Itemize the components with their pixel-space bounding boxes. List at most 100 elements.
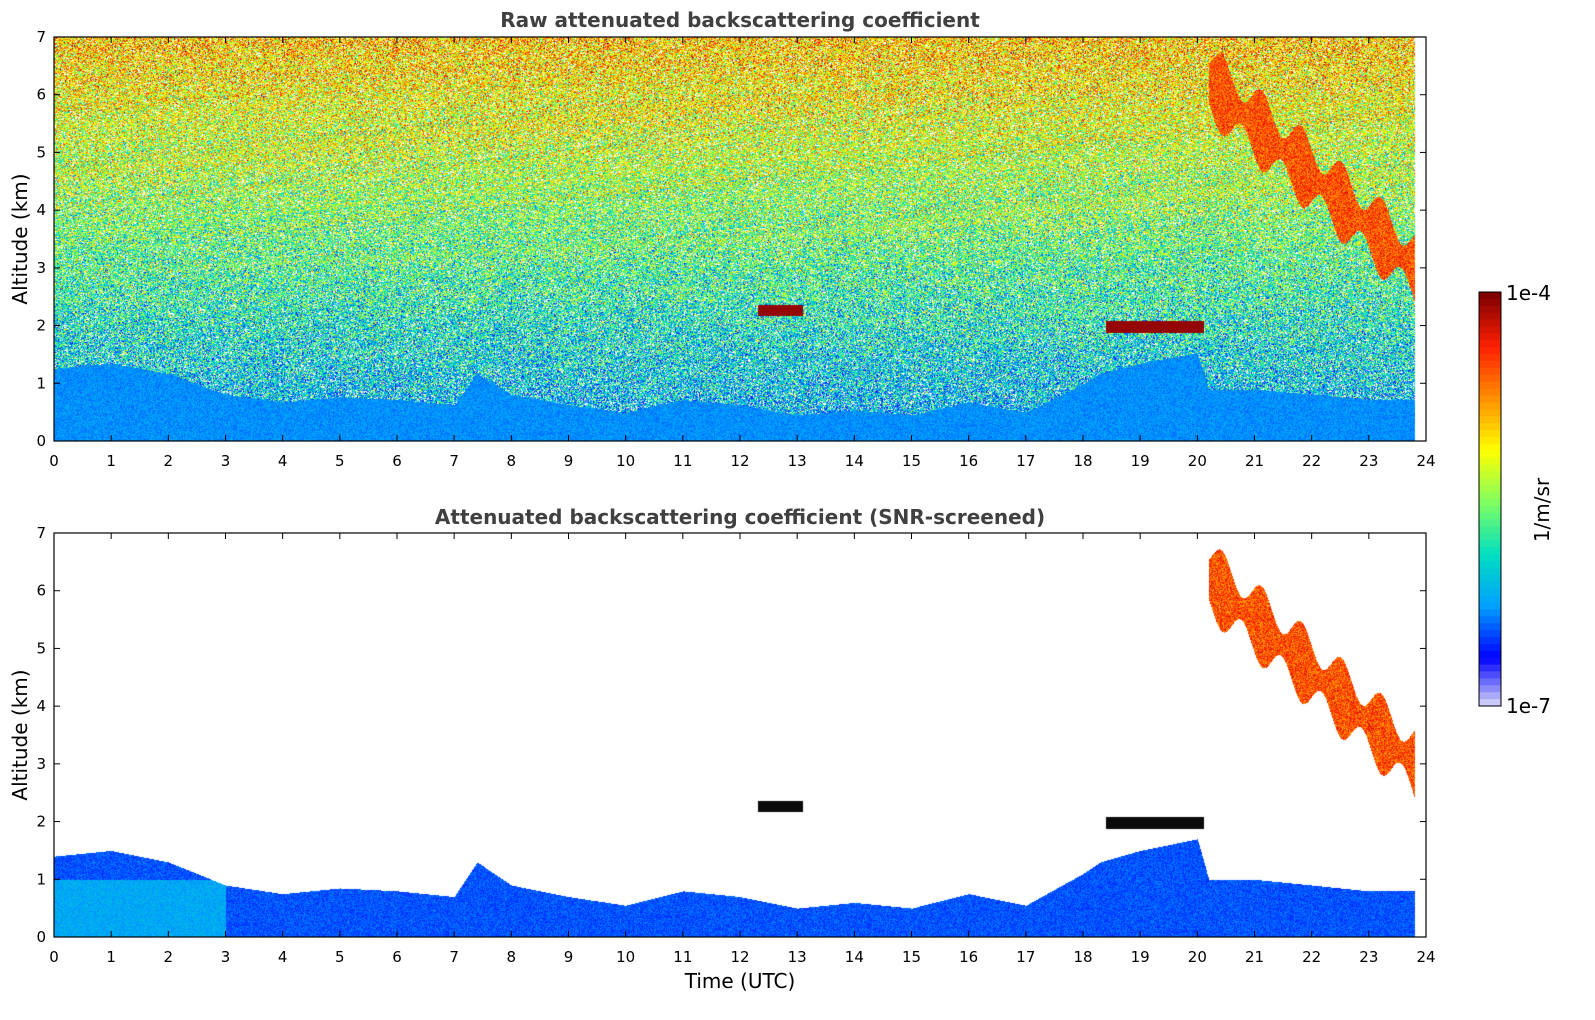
x-tick-label: 2 (164, 452, 174, 470)
colorbar-segment (1479, 395, 1501, 403)
colorbar-segment (1479, 526, 1501, 535)
x-tick-label: 4 (278, 948, 288, 966)
colorbar-segment (1479, 485, 1501, 493)
y-tick-label: 1 (36, 374, 46, 392)
colorbar-segment (1479, 616, 1501, 624)
x-tick-label: 10 (616, 948, 635, 966)
x-tick-label: 16 (959, 452, 978, 470)
y-tick-label: 0 (36, 432, 46, 450)
colorbar-segment (1479, 361, 1501, 369)
colorbar-segment (1479, 685, 1501, 693)
colorbar-segment (1479, 354, 1501, 362)
x-tick-label: 6 (392, 452, 402, 470)
colorbar-segment (1479, 319, 1501, 328)
y-tick-label: 5 (36, 639, 46, 657)
panel-2-title: Attenuated backscattering coefficient (S… (434, 505, 1046, 529)
x-tick-label: 20 (1188, 948, 1207, 966)
x-tick-label: 21 (1245, 452, 1264, 470)
colorbar-segment (1479, 450, 1501, 459)
x-tick-label: 15 (902, 948, 921, 966)
x-tick-label: 9 (564, 452, 574, 470)
x-tick-label: 4 (278, 452, 288, 470)
colorbar-segment (1479, 505, 1501, 514)
colorbar-segment (1479, 533, 1501, 541)
x-tick-label: 7 (449, 948, 459, 966)
colorbar-segment (1479, 347, 1501, 355)
colorbar-segment (1479, 312, 1501, 321)
colorbar-segment (1479, 305, 1501, 314)
colorbar-segment (1479, 588, 1501, 597)
y-tick-label: 2 (36, 813, 46, 831)
x-tick-label: 3 (221, 452, 231, 470)
colorbar-segment (1479, 430, 1501, 438)
y-tick-label: 6 (36, 86, 46, 104)
y-tick-label: 1 (36, 870, 46, 888)
x-tick-label: 14 (845, 948, 864, 966)
colorbar-segment (1479, 298, 1501, 307)
x-tick-label: 23 (1359, 452, 1378, 470)
y-tick-label: 4 (36, 697, 46, 715)
colorbar-segment (1479, 581, 1501, 590)
x-tick-label: 11 (673, 948, 692, 966)
x-tick-label: 9 (564, 948, 574, 966)
colorbar-segment (1479, 499, 1501, 507)
x-tick-label: 0 (49, 452, 59, 470)
y-tick-label: 3 (36, 755, 46, 773)
x-tick-label: 10 (616, 452, 635, 470)
colorbar-segment (1479, 443, 1501, 452)
colorbar-segment (1479, 292, 1501, 300)
colorbar-segment (1479, 367, 1501, 376)
x-tick-label: 5 (335, 948, 345, 966)
colorbar-segment (1479, 692, 1501, 700)
colorbar-segment (1479, 326, 1501, 334)
colorbar-segment (1479, 374, 1501, 383)
colorbar-segment (1479, 409, 1501, 417)
x-tick-label: 3 (221, 948, 231, 966)
x-tick-label: 8 (507, 948, 517, 966)
x-tick-label: 17 (1016, 452, 1035, 470)
panel-2-heatmap (54, 533, 1426, 937)
x-tick-label: 24 (1416, 948, 1435, 966)
colorbar-segment (1479, 574, 1501, 583)
colorbar-segment (1479, 471, 1501, 479)
colorbar-segment (1479, 540, 1501, 548)
colorbar-segment (1479, 478, 1501, 486)
colorbar-segment (1479, 595, 1501, 604)
x-tick-label: 20 (1188, 452, 1207, 470)
colorbar-max-label: 1e-4 (1506, 281, 1551, 305)
x-tick-label: 5 (335, 452, 345, 470)
x-tick-label: 11 (673, 452, 692, 470)
colorbar-frame (1478, 291, 1502, 707)
colorbar-segment (1479, 554, 1501, 562)
colorbar-segment (1479, 637, 1501, 645)
x-tick-label: 13 (788, 452, 807, 470)
colorbar-min-label: 1e-7 (1506, 694, 1551, 718)
colorbar-segment (1479, 568, 1501, 576)
x-tick-label: 18 (1073, 948, 1092, 966)
colorbar-segment (1479, 436, 1501, 445)
colorbar-segment (1479, 650, 1501, 659)
colorbar-segment (1479, 643, 1501, 652)
y-tick-label: 5 (36, 143, 46, 161)
y-tick-label: 3 (36, 259, 46, 277)
colorbar-segment (1479, 630, 1501, 638)
x-tick-label: 15 (902, 452, 921, 470)
colorbar-segment (1479, 333, 1501, 341)
colorbar-segment (1479, 423, 1501, 431)
y-tick-label: 4 (36, 201, 46, 219)
colorbar-segment (1479, 657, 1501, 666)
panel-1-heatmap (54, 37, 1426, 441)
x-tick-label: 0 (49, 948, 59, 966)
x-tick-label: 23 (1359, 948, 1378, 966)
x-tick-label: 7 (449, 452, 459, 470)
colorbar-segment (1479, 547, 1501, 555)
x-tick-label: 1 (106, 452, 116, 470)
x-tick-label: 14 (845, 452, 864, 470)
colorbar-segment (1479, 457, 1501, 466)
x-tick-label: 1 (106, 948, 116, 966)
x-tick-label: 22 (1302, 948, 1321, 966)
panel-2-x-axis-label: Time (UTC) (684, 969, 796, 993)
colorbar-segment (1479, 623, 1501, 631)
x-tick-label: 17 (1016, 948, 1035, 966)
colorbar-segment (1479, 609, 1501, 617)
